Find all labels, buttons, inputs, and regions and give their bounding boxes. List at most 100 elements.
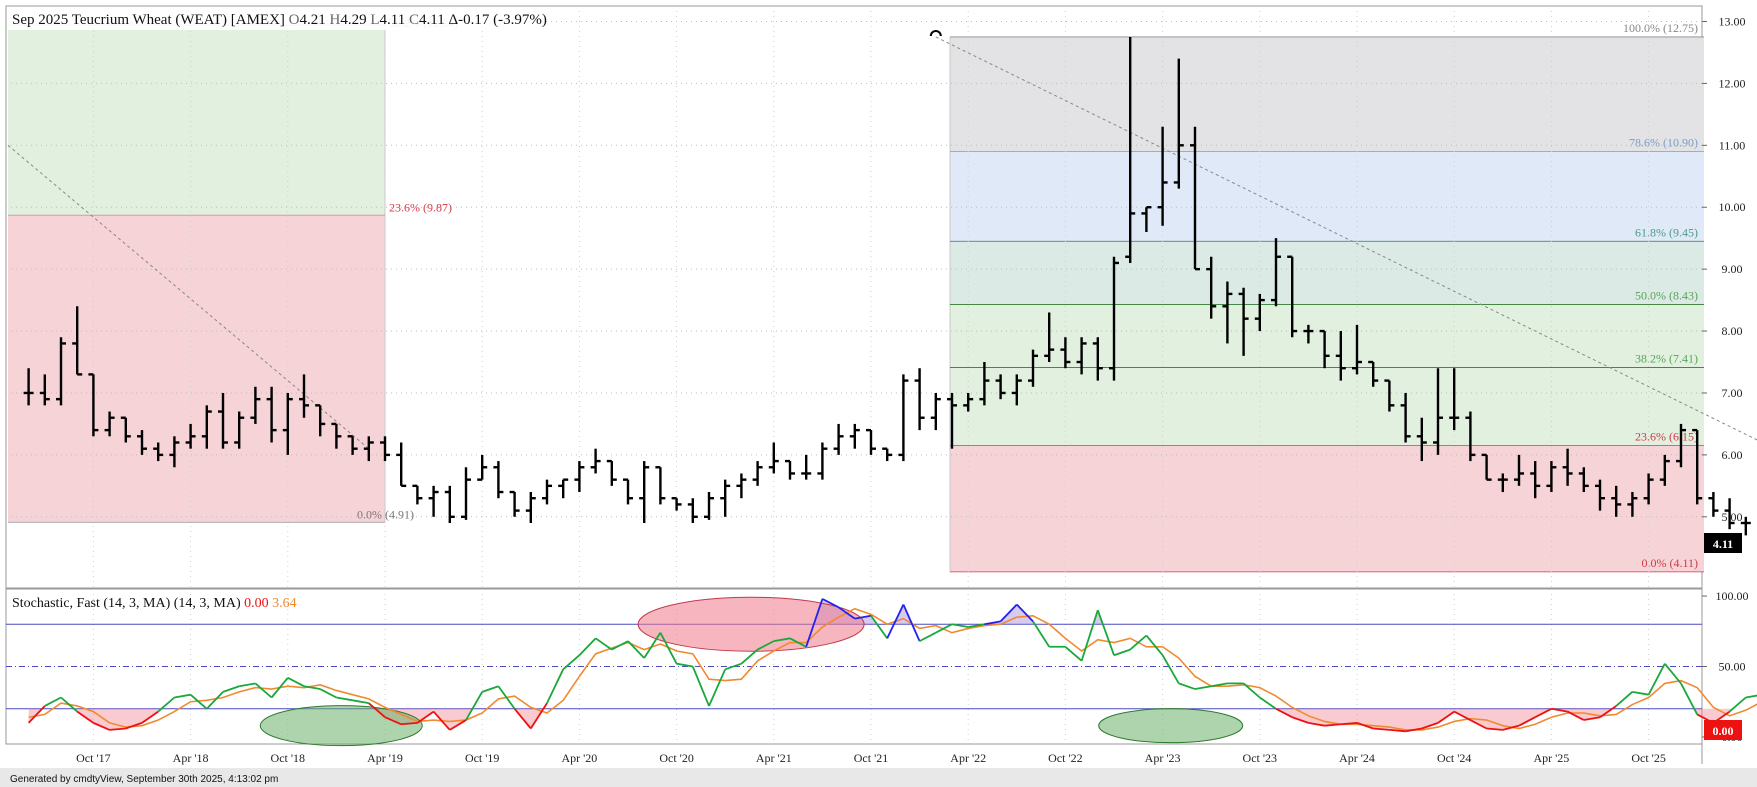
stoch-k-segment: [984, 620, 1001, 626]
stoch-k-segment: [432, 710, 451, 731]
stoch-k-segment: [125, 722, 143, 730]
stoch-k-segment: [254, 682, 273, 699]
oversold-oval-2023: [1098, 708, 1244, 744]
stoch-k-segment: [206, 691, 224, 710]
stoch-k-segment: [190, 694, 208, 710]
stoch-k-segment: [319, 688, 337, 699]
y-tick-label: 6.00: [1722, 448, 1743, 462]
stoch-k-segment: [1373, 727, 1390, 731]
stoch-k-segment: [352, 699, 369, 705]
x-tick-label: Apr '19: [367, 751, 403, 765]
y-tick-label: 7.00: [1722, 386, 1743, 400]
stoch-k-segment: [287, 676, 305, 688]
x-tick-label: Oct '24: [1437, 751, 1472, 765]
stoch-k-segment: [578, 637, 597, 656]
last-price-badge: [1704, 533, 1742, 553]
instrument-title: Sep 2025 Teucrium Wheat (WEAT) [AMEX]: [12, 12, 285, 28]
footer-bar: [0, 768, 1757, 787]
close-label: C: [409, 12, 419, 28]
stoch-k-segment: [740, 648, 759, 665]
x-tick-label: Oct '20: [659, 751, 694, 765]
x-tick-label: Oct '18: [271, 751, 306, 765]
swing-high-marker: [929, 30, 942, 37]
stoch-k-segment: [513, 708, 532, 730]
stoch-k-segment: [1421, 722, 1439, 730]
stoch-k-segment: [546, 668, 565, 704]
stoch-k-segment: [1243, 682, 1261, 699]
stoch-k-segment: [336, 696, 353, 702]
stoch-k-segment: [1551, 707, 1568, 713]
x-tick-label: Oct '17: [76, 751, 111, 765]
stoch-k-segment: [1275, 707, 1293, 719]
x-tick-label: Apr '23: [1145, 751, 1181, 765]
low-label: L: [370, 12, 379, 28]
stoch-value-badge: [1704, 720, 1742, 740]
stoch-k-segment: [1599, 705, 1617, 718]
oversold-shade: [449, 708, 466, 730]
legend-background: [8, 8, 546, 30]
stoch-k-segment: [174, 693, 191, 699]
fib-left-zone-red: [8, 215, 385, 523]
stoch-k-segment: [1486, 727, 1503, 731]
fib-right-zone: [950, 445, 1704, 572]
stoch-k-segment: [1113, 648, 1131, 657]
x-tick-label: Apr '22: [950, 751, 986, 765]
stoch-k-segment: [691, 666, 710, 707]
stoch-k-segment: [821, 598, 840, 609]
stoch-k-segment: [999, 603, 1018, 623]
stoch-k-segment: [1583, 716, 1601, 721]
stoch-k-segment: [1129, 634, 1147, 651]
stoch-k-segment: [1161, 654, 1180, 684]
stoch-k-segment: [76, 710, 94, 724]
fib-right-label: 100.0% (12.75): [1623, 21, 1698, 35]
stoch-k-segment: [222, 685, 240, 693]
stoch-k-segment: [1437, 710, 1455, 724]
stoch-k-segment: [93, 722, 110, 731]
footer-text: Generated by cmdtyView, September 30th 2…: [10, 774, 278, 785]
stoch-k-segment: [643, 632, 662, 659]
stoch-k-segment: [481, 685, 499, 693]
high-value: 4.29: [340, 12, 366, 28]
stoch-k-segment: [1615, 691, 1633, 707]
stoch-k-segment: [1178, 682, 1196, 690]
stoch-k-segment: [239, 682, 256, 688]
stoch-k-segment: [401, 721, 418, 726]
fib-right-label: 61.8% (9.45): [1635, 225, 1698, 239]
stoch-k-segment: [902, 604, 921, 642]
fib-right-label: 38.2% (7.41): [1635, 352, 1698, 366]
open-label: O: [289, 12, 300, 28]
stoch-k-segment: [270, 677, 289, 699]
open-value: 4.21: [300, 12, 326, 28]
stoch-k-segment: [854, 614, 872, 620]
fib-left-zone-green: [8, 23, 385, 216]
stoch-k-segment: [1567, 710, 1585, 721]
stoch-title: Stochastic, Fast (14, 3, MA): [12, 596, 171, 611]
stoch-k-segment: [1211, 682, 1228, 688]
oversold-shade: [1389, 708, 1406, 732]
x-tick-label: Oct '22: [1048, 751, 1083, 765]
stoch-k-segment: [1259, 696, 1277, 710]
stoch-k-segment: [141, 710, 159, 724]
y-tick-label: 8.00: [1722, 324, 1743, 338]
fib-right-zone: [950, 151, 1704, 242]
stoch-k-segment: [530, 702, 548, 729]
stoch-k-segment: [1405, 727, 1422, 733]
fib-right-label: 23.6% (6.15): [1635, 430, 1698, 444]
stoch-k-segment: [1145, 634, 1164, 656]
stoch-k-segment: [1453, 710, 1471, 721]
stoch-k-segment: [1647, 663, 1666, 696]
stoch-k-segment: [951, 623, 969, 628]
stoch-value-badge-text: 0.00: [1713, 724, 1734, 738]
stoch-k-segment: [497, 685, 516, 710]
fib-right-zone: [950, 367, 1704, 446]
stoch-k-segment: [1016, 603, 1034, 623]
stoch-k-segment: [627, 640, 645, 659]
stoch-k-segment: [303, 685, 321, 690]
fibonacci-layer: 38.2% (12.94)23.6% (9.87)0.0% (4.91)100.…: [8, 16, 1704, 573]
stoch-k-segment: [676, 662, 693, 668]
stoch-k-segment: [1680, 682, 1698, 715]
stoch-k-segment: [659, 632, 678, 665]
trend-line-left: [7, 144, 370, 450]
stoch-k-segment: [1194, 685, 1212, 690]
